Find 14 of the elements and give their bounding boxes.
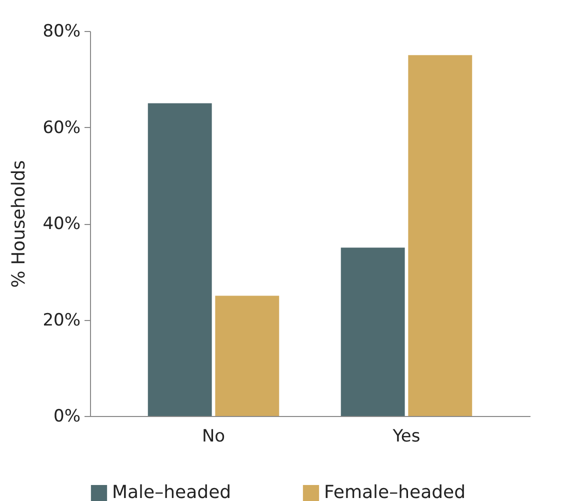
bar	[408, 55, 472, 416]
legend-label: Male–headed	[112, 482, 232, 501]
y-tick-label: 20%	[42, 310, 80, 330]
y-tick-label: 60%	[42, 118, 80, 138]
x-tick-label: Yes	[392, 426, 420, 446]
y-tick-label: 80%	[42, 22, 80, 42]
x-tick-label: No	[202, 426, 226, 446]
y-tick-label: 0%	[54, 406, 80, 426]
y-tick-label: 40%	[42, 214, 80, 234]
bar	[340, 248, 405, 416]
y-axis-title: % Households	[8, 160, 30, 288]
legend-label: Female–headed	[324, 482, 466, 501]
bar	[215, 296, 280, 416]
bar	[148, 103, 212, 416]
